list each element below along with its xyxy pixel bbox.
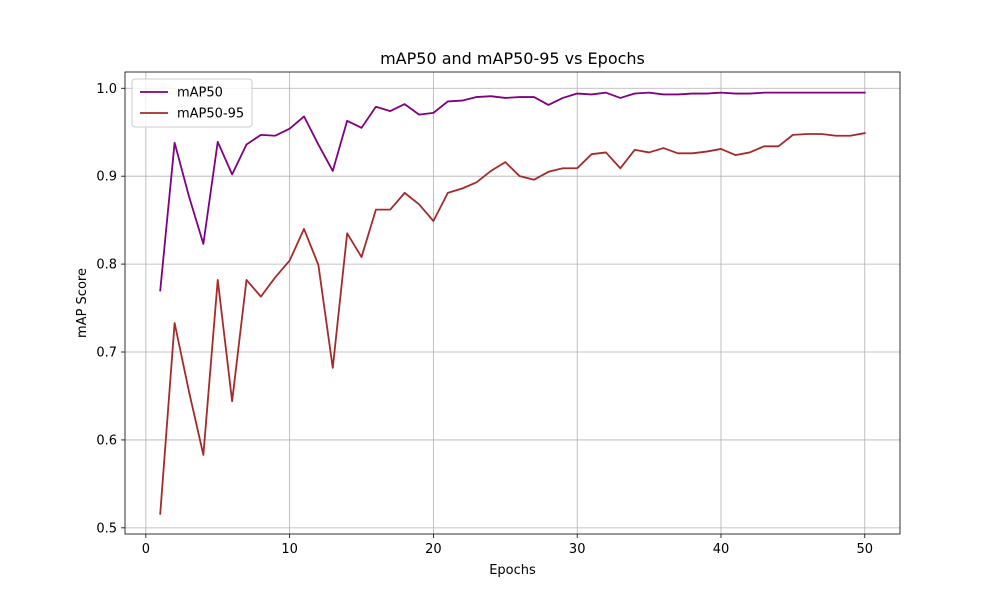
y-tick-label: 0.6 <box>96 433 117 448</box>
series-lines <box>159 91 866 515</box>
x-axis-label: Epochs <box>489 563 536 578</box>
y-axis-label: mAP Score <box>75 268 90 338</box>
legend: mAP50 mAP50-95 <box>131 78 253 128</box>
y-tick-label: 0.9 <box>96 170 117 185</box>
x-tick-label: 20 <box>425 542 442 557</box>
x-tick-label: 50 <box>856 542 873 557</box>
x-tick-label: 40 <box>713 542 730 557</box>
series-line-map50-95 <box>159 132 866 515</box>
legend-label-map50: mAP50 <box>177 86 223 101</box>
series-line-map50 <box>159 91 866 292</box>
grid <box>125 72 900 534</box>
legend-label-map50-95: mAP50-95 <box>177 107 244 122</box>
legend-box <box>131 78 253 128</box>
x-tick-label: 30 <box>569 542 586 557</box>
y-tick-label: 0.7 <box>96 346 117 361</box>
plot-frame <box>124 71 901 535</box>
y-tick-label: 1.0 <box>96 82 117 97</box>
y-tick-label: 0.8 <box>96 258 117 273</box>
y-tick-label: 0.5 <box>96 521 117 536</box>
x-tick-label: 10 <box>281 542 298 557</box>
chart-title: mAP50 and mAP50-95 vs Epochs <box>380 49 645 68</box>
axis-ticks: 0 10 20 30 40 50 0.5 0.6 0.7 0.8 0.9 1.0 <box>96 82 873 557</box>
x-tick-label: 0 <box>142 542 150 557</box>
